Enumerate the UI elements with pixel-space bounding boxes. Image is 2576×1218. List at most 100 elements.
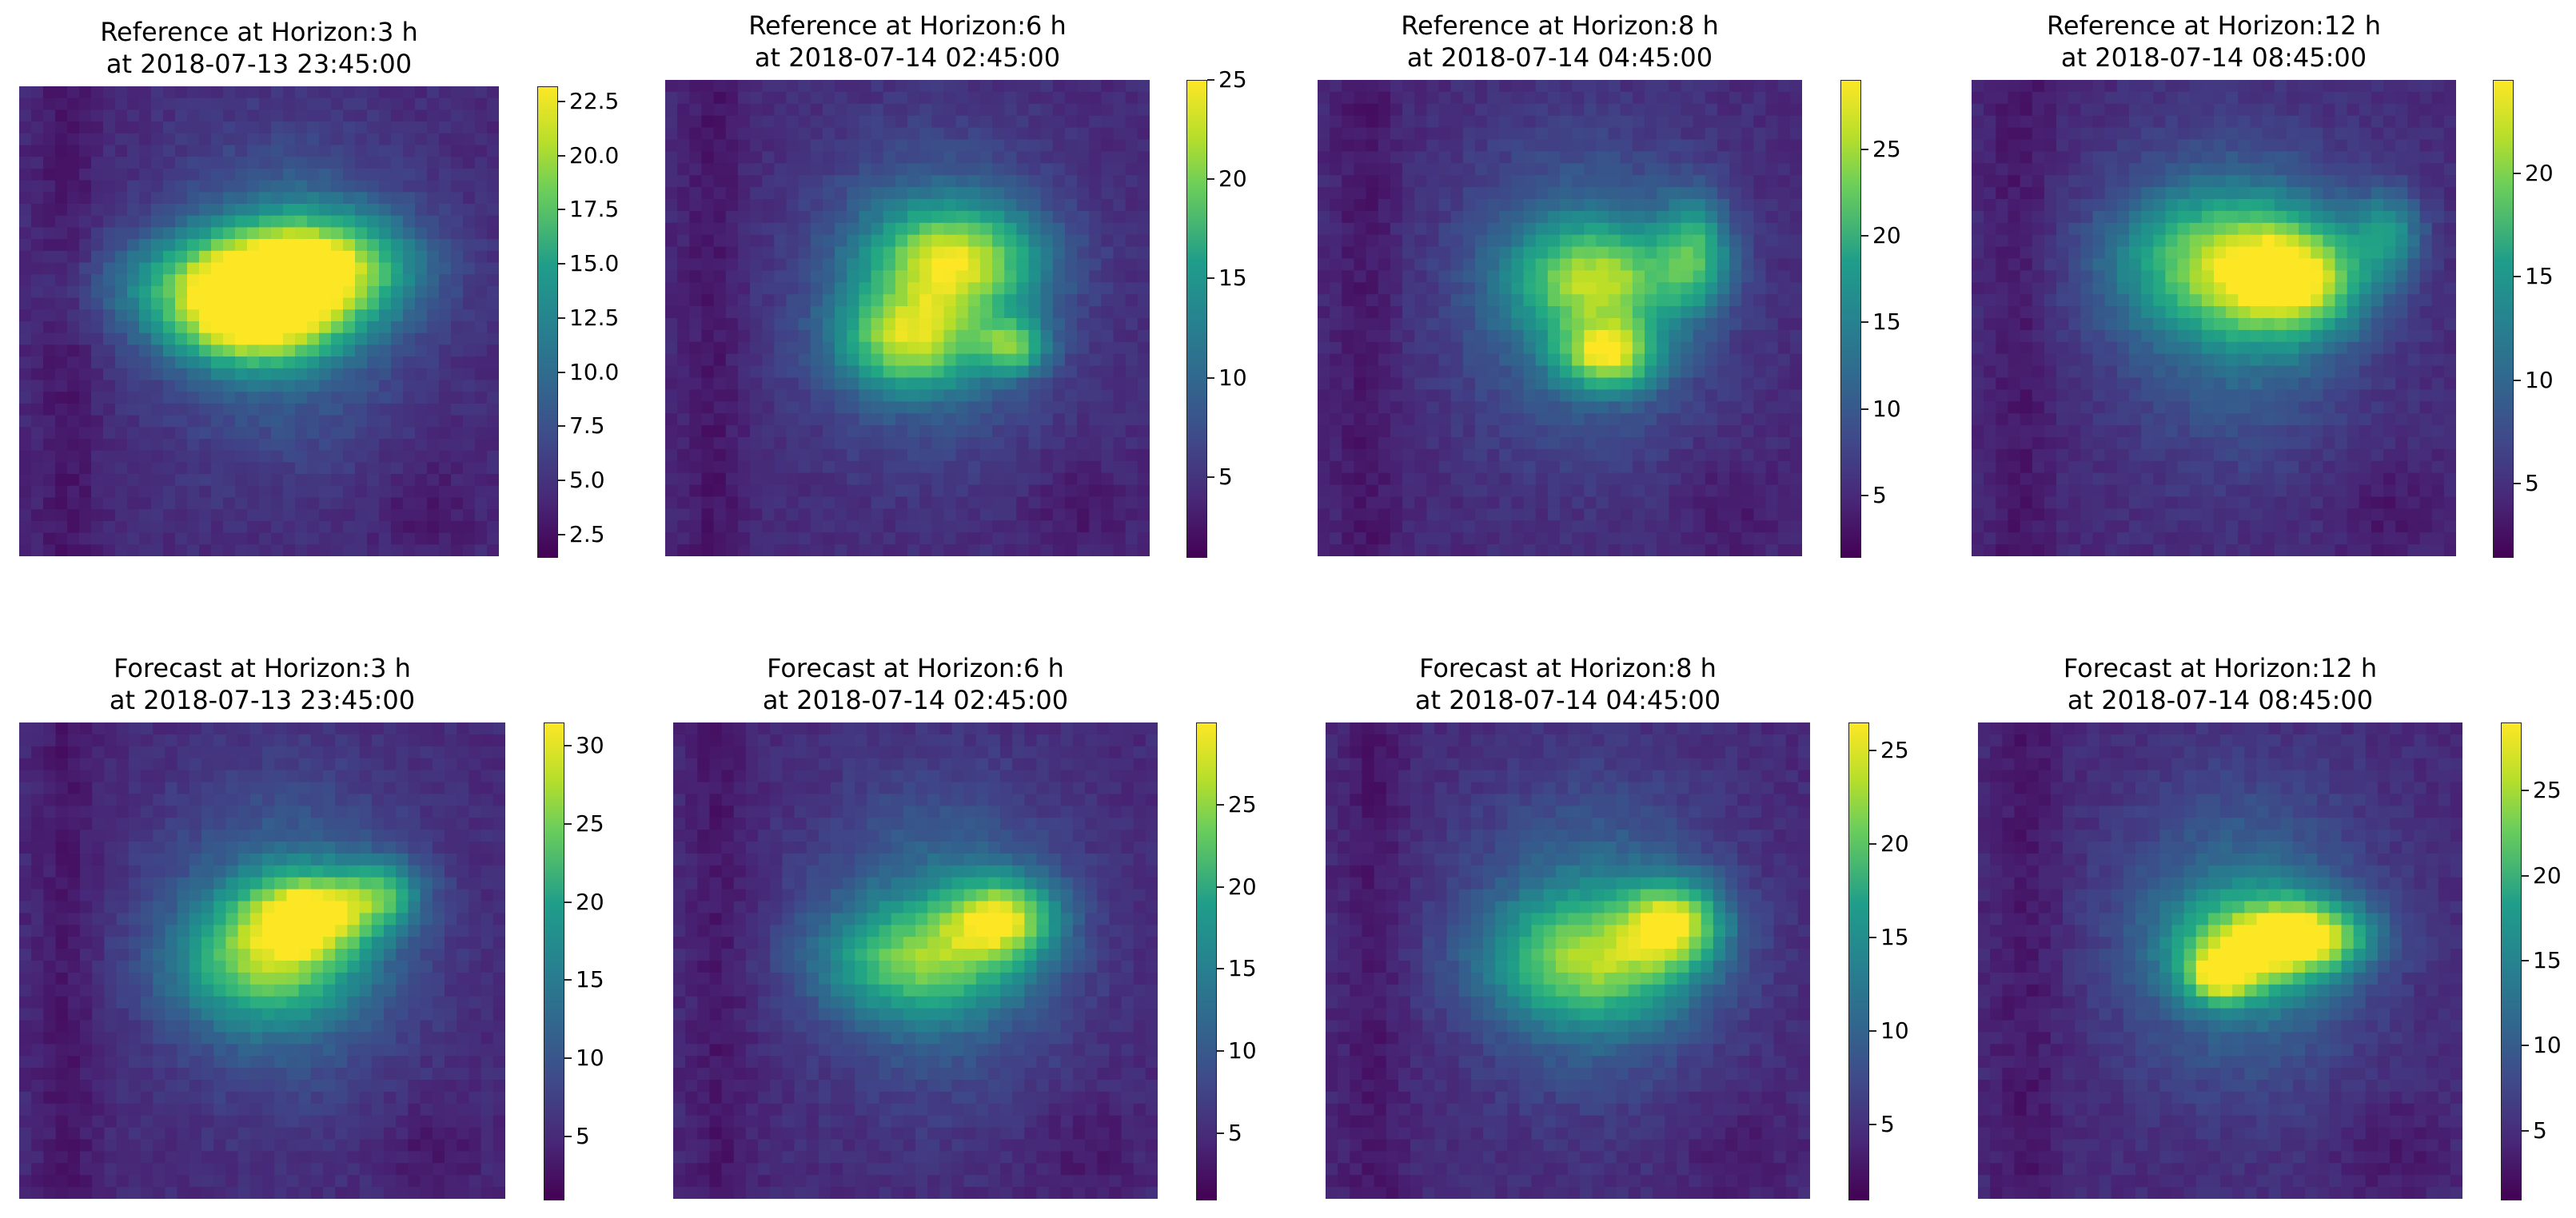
heatmap-cell <box>689 496 703 509</box>
heatmap-cell <box>43 215 56 228</box>
heatmap-cell <box>725 484 739 498</box>
heatmap-cell <box>1596 448 1609 462</box>
heatmap-cell <box>355 380 368 392</box>
heatmap-cell <box>1632 329 1645 343</box>
heatmap-cell <box>439 321 452 334</box>
heatmap-cell <box>1535 484 1549 498</box>
heatmap-cell <box>1028 508 1042 521</box>
heatmap-cell <box>2250 115 2263 129</box>
heatmap-cell <box>810 175 823 188</box>
heatmap-cell <box>1101 139 1115 152</box>
heatmap-cell <box>1560 222 1573 236</box>
heatmap-cell <box>1016 282 1030 295</box>
heatmap-cell <box>931 127 945 141</box>
heatmap-cell <box>1450 448 1464 462</box>
heatmap-cell <box>1016 127 1030 141</box>
heatmap-cell <box>798 282 811 295</box>
heatmap-cell <box>31 133 44 146</box>
heatmap-cell <box>283 109 296 122</box>
heatmap-cell <box>701 199 715 212</box>
heatmap-cell <box>1596 187 1609 200</box>
heatmap-cell <box>1318 520 1330 533</box>
heatmap-cell <box>677 103 690 117</box>
heatmap-cell <box>835 496 847 509</box>
heatmap-cell <box>439 98 452 110</box>
heatmap-cell <box>1414 544 1427 556</box>
heatmap-cell <box>1426 425 1440 438</box>
heatmap-cell <box>139 168 152 181</box>
heatmap-cell <box>1474 448 1488 462</box>
heatmap-cell <box>1330 377 1342 390</box>
heatmap-cell <box>689 437 703 450</box>
heatmap-cell <box>955 127 969 141</box>
heatmap-cell <box>1729 270 1742 283</box>
heatmap-cell <box>355 450 368 463</box>
heatmap-cell <box>774 508 788 521</box>
heatmap-cell <box>1426 460 1440 474</box>
heatmap-cell <box>391 215 404 228</box>
heatmap-cell <box>713 353 727 367</box>
heatmap-cell <box>992 532 1005 545</box>
colorbar-tick-label: 7.5 <box>558 412 605 440</box>
heatmap-cell <box>1511 318 1525 331</box>
heatmap-cell <box>2189 80 2203 93</box>
heatmap-cell <box>1402 484 1415 498</box>
heatmap-cell <box>1705 389 1718 402</box>
heatmap-cell <box>55 497 68 510</box>
heatmap-cell <box>1584 175 1597 188</box>
heatmap-cell <box>1342 91 1355 105</box>
heatmap-cell <box>1354 246 1367 260</box>
heatmap-cell <box>1474 520 1488 533</box>
heatmap-cell <box>955 151 969 164</box>
heatmap-cell <box>67 145 80 157</box>
heatmap-cell <box>1717 210 1730 224</box>
heatmap-cell <box>1101 389 1115 402</box>
chart-title-line: Reference at Horizon:3 h <box>100 17 418 47</box>
heatmap-cell <box>1547 246 1561 260</box>
heatmap-cell <box>343 450 356 463</box>
heatmap-cell <box>1354 115 1367 129</box>
heatmap-cell <box>1438 246 1452 260</box>
heatmap-cell <box>463 403 476 416</box>
heatmap-cell <box>31 192 44 205</box>
heatmap-cell <box>187 204 200 217</box>
heatmap-cell <box>403 274 416 287</box>
heatmap-cell <box>1608 365 1621 379</box>
heatmap-cell <box>835 318 847 331</box>
heatmap-cell <box>1657 377 1669 390</box>
heatmap-cell <box>1426 472 1440 486</box>
heatmap-cell <box>1547 532 1561 545</box>
heatmap-cell <box>1753 389 1767 402</box>
heatmap-cell <box>247 450 260 463</box>
heatmap-cell <box>391 274 404 287</box>
heatmap-cell <box>475 109 488 122</box>
heatmap-cell <box>487 544 499 556</box>
heatmap-cell <box>283 450 296 463</box>
heatmap-cell <box>55 356 68 369</box>
heatmap-cell <box>487 285 499 299</box>
heatmap-cell <box>1632 163 1645 176</box>
heatmap-cell <box>1016 341 1030 355</box>
heatmap-cell <box>1753 318 1767 331</box>
heatmap-cell <box>1378 389 1391 402</box>
heatmap-cell <box>115 157 128 169</box>
heatmap-cell <box>271 368 284 381</box>
heatmap-cell <box>1040 448 1054 462</box>
heatmap-cell <box>762 270 775 283</box>
heatmap-cell <box>1342 520 1355 533</box>
heatmap-cell <box>415 450 428 463</box>
heatmap-cell <box>979 270 993 283</box>
heatmap-cell <box>391 474 404 487</box>
heatmap-cell <box>1729 389 1742 402</box>
heatmap-cell <box>1487 282 1500 295</box>
heatmap-cell <box>1450 437 1464 450</box>
heatmap-cell <box>1354 103 1367 117</box>
heatmap-cell <box>2128 115 2142 129</box>
heatmap-cell <box>992 91 1005 105</box>
heatmap-cell <box>1378 413 1391 426</box>
heatmap-cell <box>1620 175 1633 188</box>
heatmap-cell <box>1390 139 1403 152</box>
heatmap-cell <box>307 204 320 217</box>
heatmap-cell <box>67 332 80 345</box>
heatmap-cell <box>1511 210 1525 224</box>
